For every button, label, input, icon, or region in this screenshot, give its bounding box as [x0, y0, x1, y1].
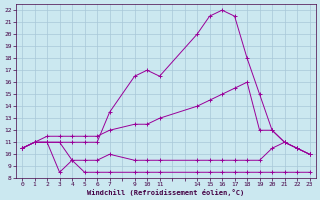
X-axis label: Windchill (Refroidissement éolien,°C): Windchill (Refroidissement éolien,°C)	[87, 189, 244, 196]
